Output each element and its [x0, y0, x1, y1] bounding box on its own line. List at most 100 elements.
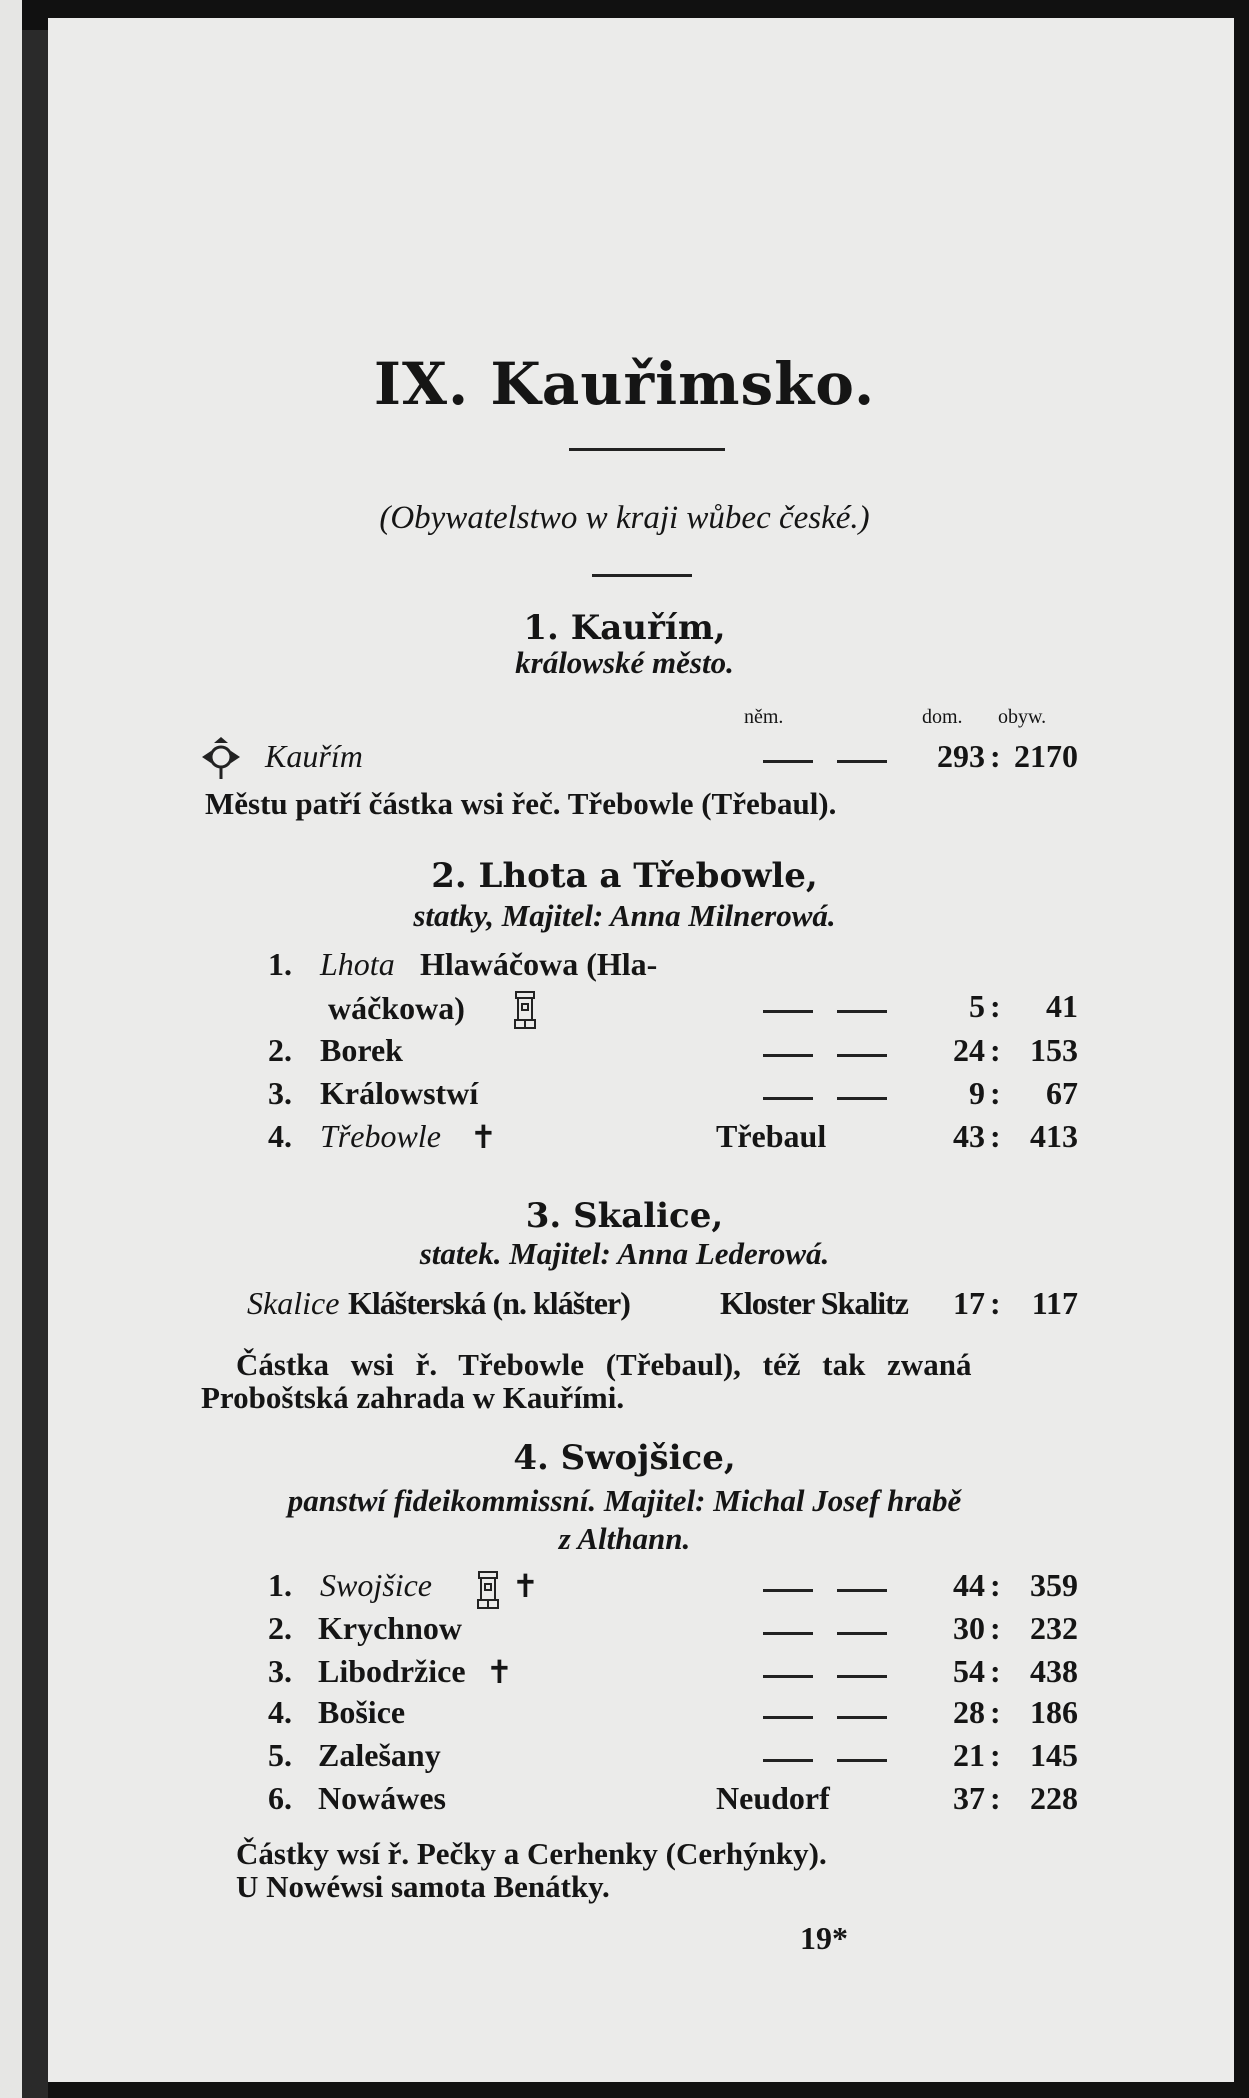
entry-number: 4.	[268, 1118, 292, 1154]
dom-count: 30	[953, 1610, 985, 1646]
entry-name: Libodržice	[318, 1653, 466, 1689]
obyw-count: 186	[1030, 1694, 1078, 1730]
colon: :	[990, 1737, 1001, 1773]
entry-name: Králowstwí	[320, 1075, 479, 1111]
entry-name: Bošice	[318, 1694, 406, 1730]
dash	[763, 1589, 813, 1592]
column-header-nem: něm.	[744, 706, 784, 728]
dom-count: 5	[969, 988, 985, 1024]
book-page	[48, 18, 1234, 2082]
dash	[837, 1716, 887, 1719]
obyw-count: 145	[1030, 1737, 1078, 1773]
dom-count: 21	[953, 1737, 985, 1773]
book-spine-shadow	[22, 30, 48, 2098]
colon: :	[990, 1610, 1001, 1646]
dom-count: 54	[953, 1653, 985, 1689]
castle-tower-icon	[477, 1571, 499, 1609]
obyw-count: 413	[1030, 1118, 1078, 1154]
obyw-count: 359	[1030, 1567, 1078, 1603]
entry-number: 3.	[268, 1075, 292, 1111]
page-subtitle: (Obywatelstwo w kraji wůbec české.)	[379, 500, 870, 536]
colon: :	[990, 1567, 1001, 1603]
colon: :	[990, 1694, 1001, 1730]
section-heading: 3. Skalice,	[525, 1196, 724, 1236]
dom-count: 44	[953, 1567, 985, 1603]
colon: :	[990, 1118, 1001, 1154]
church-cross-icon: ✝	[470, 1119, 497, 1155]
german-name: Kloster Skalitz	[720, 1285, 909, 1321]
colon: :	[990, 1653, 1001, 1689]
note: Proboštská zahrada w Kauřími.	[201, 1380, 625, 1415]
colon: :	[990, 1780, 1001, 1816]
note: Částky wsí ř. Pečky a Cerhenky (Cerhýnky…	[236, 1836, 827, 1871]
dash	[837, 760, 887, 763]
section-subheading: králowské město.	[515, 645, 734, 680]
entry-name: Lhota	[320, 946, 395, 982]
entry-name: Zalešany	[318, 1737, 441, 1773]
page-title: IX. Kauřimsko.	[373, 350, 876, 418]
entry-number: 2.	[268, 1032, 292, 1068]
dash	[763, 1759, 813, 1762]
dom-count: 293	[937, 738, 985, 774]
obyw-count: 41	[1046, 988, 1078, 1024]
column-header-dom: dom.	[922, 706, 963, 728]
dash	[763, 760, 813, 763]
dom-count: 37	[953, 1780, 985, 1816]
dash	[837, 1097, 887, 1100]
dash	[763, 1054, 813, 1057]
dash	[837, 1675, 887, 1678]
dash	[763, 1716, 813, 1719]
divider	[569, 448, 725, 451]
colon: :	[990, 738, 1001, 774]
entry-name: Třebowle	[320, 1118, 441, 1154]
church-cross-icon: ✝	[512, 1568, 539, 1604]
obyw-count: 232	[1030, 1610, 1078, 1646]
dash	[837, 1589, 887, 1592]
dash	[763, 1010, 813, 1013]
entry-name: Borek	[320, 1032, 403, 1068]
page-number: 19*	[800, 1920, 848, 1956]
note: Městu patří částka wsi řeč. Třebowle (Tř…	[205, 786, 837, 821]
section-subheading: z Althann.	[558, 1521, 691, 1556]
german-name: Neudorf	[716, 1780, 830, 1816]
dom-count: 9	[969, 1075, 985, 1111]
obyw-count: 153	[1030, 1032, 1078, 1068]
section-heading: 4. Swojšice,	[513, 1438, 736, 1478]
entry-number: 3.	[268, 1653, 292, 1689]
entry-number: 1.	[268, 946, 292, 982]
entry-name-rest: Klášterská (n. klášter)	[348, 1285, 631, 1321]
dash	[837, 1054, 887, 1057]
obyw-count: 2170	[1014, 738, 1078, 774]
dash	[763, 1632, 813, 1635]
dash	[837, 1632, 887, 1635]
castle-tower-icon	[514, 991, 536, 1029]
colon: :	[990, 988, 1001, 1024]
entry-number: 6.	[268, 1780, 292, 1816]
german-name: Třebaul	[716, 1118, 827, 1154]
entry-name: Skalice	[247, 1285, 340, 1321]
entry-number: 5.	[268, 1737, 292, 1773]
dash	[837, 1759, 887, 1762]
entry-name: Swojšice	[320, 1567, 432, 1603]
obyw-count: 438	[1030, 1653, 1078, 1689]
section-subheading: panstwí fideikommissní. Majitel: Michal …	[287, 1483, 962, 1518]
dash	[763, 1097, 813, 1100]
entry-name-rest: Hlawáčowa (Hla-	[420, 946, 658, 982]
colon: :	[990, 1032, 1001, 1068]
column-header-obyw: obyw.	[998, 706, 1047, 728]
note: U Nowéwsi samota Benátky.	[236, 1869, 610, 1904]
church-cross-icon: ✝	[486, 1654, 513, 1690]
section-heading: 1. Kauřím,	[523, 608, 726, 648]
obyw-count: 228	[1030, 1780, 1078, 1816]
colon: :	[990, 1075, 1001, 1111]
town-crest-icon	[202, 737, 240, 779]
dom-count: 17	[953, 1285, 985, 1321]
entry-number: 4.	[268, 1694, 292, 1730]
obyw-count: 67	[1046, 1075, 1078, 1111]
section-subheading: statek. Majitel: Anna Lederowá.	[419, 1236, 830, 1271]
colon: :	[990, 1285, 1001, 1321]
dom-count: 28	[953, 1694, 985, 1730]
entry-name-line2: wáčkowa)	[328, 990, 465, 1026]
dash	[837, 1010, 887, 1013]
entry-number: 1.	[268, 1567, 292, 1603]
